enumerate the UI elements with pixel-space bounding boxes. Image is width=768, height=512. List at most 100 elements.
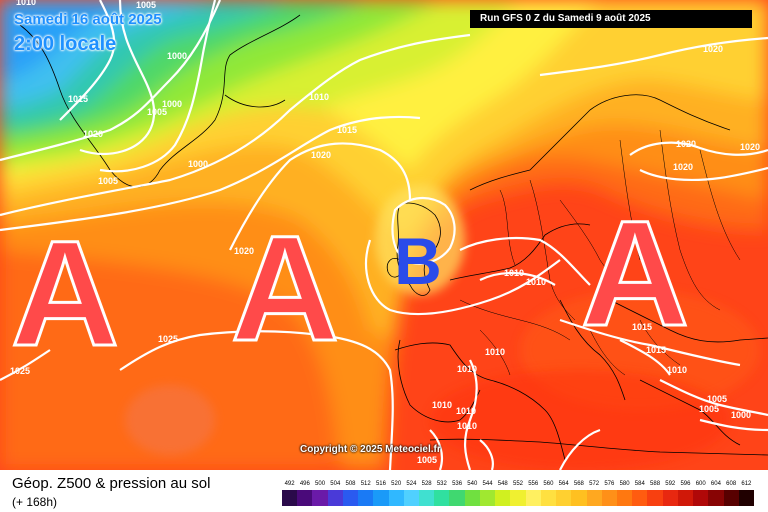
scale-swatch <box>510 490 527 506</box>
copyright-notice: Copyright © 2025 Meteociel.fr <box>300 444 441 455</box>
scale-swatch <box>723 490 740 506</box>
scale-tick-label: 596 <box>680 481 691 487</box>
scale-swatch <box>358 490 374 506</box>
isobar-label: 1000 <box>162 99 182 109</box>
scale-tick-label: 492 <box>284 481 295 487</box>
scale-swatch <box>601 490 618 506</box>
isobar-label: 1015 <box>68 94 88 104</box>
pressure-centers: A A B A <box>9 188 690 379</box>
color-scale-bar <box>282 490 755 506</box>
scale-tick-label: 600 <box>695 481 706 487</box>
scale-tick-label: 580 <box>619 481 630 487</box>
scale-swatch <box>449 490 466 506</box>
scale-tick-label: 516 <box>375 481 386 487</box>
forecast-time: 2:00 locale <box>14 33 117 55</box>
scale-tick-label: 544 <box>482 481 493 487</box>
scale-swatch <box>403 490 420 506</box>
isobar-label: 1020 <box>673 162 693 172</box>
scale-swatch <box>419 490 435 506</box>
isobar-label: 1015 <box>632 322 652 332</box>
geopotential-map: 1010 1005 1000 1015 1020 1000 1005 1000 … <box>0 0 768 470</box>
isobar-label: 1025 <box>158 334 178 344</box>
isobar-label: 1010 <box>432 400 452 410</box>
isobar-labels: 1010 1005 1000 1015 1020 1000 1005 1000 … <box>10 0 760 465</box>
isobar-label: 1020 <box>740 142 760 152</box>
scale-tick-label: 564 <box>558 481 569 487</box>
isobar-label: 1005 <box>699 404 719 414</box>
scale-tick-label: 548 <box>497 481 508 487</box>
isobar-label: 1010 <box>16 0 36 7</box>
scale-tick-label: 608 <box>726 481 737 487</box>
scale-tick-label: 496 <box>299 481 310 487</box>
scale-swatch <box>738 490 755 506</box>
scale-swatch <box>693 490 709 506</box>
scale-tick-label: 592 <box>665 481 676 487</box>
run-banner: Run GFS 0 Z du Samedi 9 août 2025 <box>470 10 752 28</box>
color-scale-labels: 492 496 500 504 508 512 516 520 524 528 532 536 540 5… <box>282 481 754 491</box>
scale-swatch <box>464 490 481 506</box>
isobar-label: 1005 <box>136 0 156 10</box>
scale-swatch <box>342 490 359 506</box>
isobar-label: 1000 <box>167 51 187 61</box>
isobar-label: 1025 <box>10 366 30 376</box>
scale-tick-label: 528 <box>421 481 432 487</box>
scale-tick-label: 556 <box>528 481 539 487</box>
isobar-label: 1015 <box>646 345 666 355</box>
scale-swatch <box>556 490 572 506</box>
scale-swatch <box>571 490 587 506</box>
scale-tick-label: 540 <box>467 481 478 487</box>
scale-swatch <box>616 490 633 506</box>
isobar-label: 1010 <box>485 347 505 357</box>
isobar-label: 1010 <box>456 406 476 416</box>
field-title: Géop. Z500 & pression au sol <box>12 475 211 492</box>
scale-tick-label: 500 <box>315 481 326 487</box>
country-borders <box>459 129 741 376</box>
isobar-label: 1020 <box>234 246 254 256</box>
scale-tick-label: 568 <box>573 481 584 487</box>
isobars <box>0 0 768 470</box>
scale-tick-label: 560 <box>543 481 554 487</box>
isobar-label: 1015 <box>337 125 357 135</box>
scale-swatch <box>586 490 603 506</box>
scale-tick-label: 584 <box>634 481 645 487</box>
isobar-label: 1010 <box>526 277 546 287</box>
scale-swatch <box>373 490 390 506</box>
scale-tick-label: 520 <box>391 481 402 487</box>
scale-swatch <box>479 490 496 506</box>
high-pressure-marker: A <box>581 189 689 357</box>
scale-swatch <box>632 490 648 506</box>
isobar-label: 1010 <box>504 268 524 278</box>
scale-tick-label: 576 <box>604 481 615 487</box>
scale-swatch <box>388 490 405 506</box>
scale-swatch <box>434 490 450 506</box>
lead-time: (+ 168h) <box>12 495 58 509</box>
isobar-label: 1000 <box>188 159 208 169</box>
isobar-label: 1020 <box>676 139 696 149</box>
scale-tick-label: 612 <box>741 481 752 487</box>
scale-tick-label: 512 <box>360 481 371 487</box>
scale-swatch <box>312 490 329 506</box>
scale-swatch <box>540 490 557 506</box>
high-pressure-marker: A <box>231 204 339 372</box>
isobar-label: 1010 <box>457 421 477 431</box>
isobar-label: 1005 <box>147 107 167 117</box>
scale-swatch <box>297 490 313 506</box>
scale-swatch <box>647 490 664 506</box>
isobar-label: 1000 <box>731 410 751 420</box>
scale-tick-label: 604 <box>710 481 721 487</box>
forecast-date: Samedi 16 août 2025 <box>14 11 162 28</box>
scale-swatch <box>495 490 511 506</box>
isobar-label: 1005 <box>417 455 437 465</box>
scale-swatch <box>662 490 679 506</box>
scale-swatch <box>327 490 344 506</box>
scale-tick-label: 504 <box>330 481 341 487</box>
scale-tick-label: 572 <box>589 481 600 487</box>
isobar-label: 1020 <box>703 44 723 54</box>
scale-swatch <box>525 490 542 506</box>
scale-tick-label: 588 <box>650 481 661 487</box>
geopotential-field <box>0 0 768 470</box>
scale-tick-label: 524 <box>406 481 417 487</box>
isobar-label: 1020 <box>311 150 331 160</box>
isobar-label: 1010 <box>667 365 687 375</box>
